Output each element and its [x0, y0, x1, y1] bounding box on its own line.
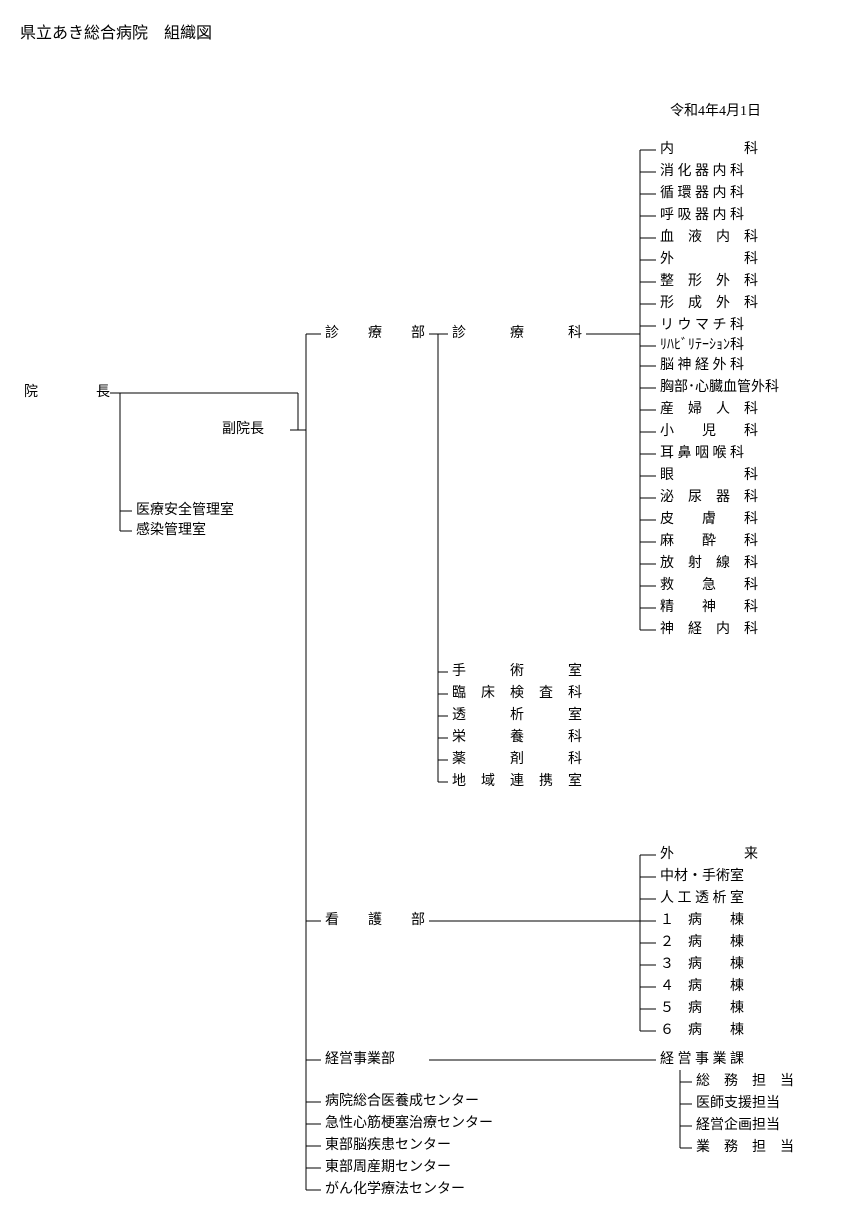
nursing-leaf: ３ 病 棟 — [660, 958, 790, 972]
shinryoka-leaf: 外 科 — [660, 253, 790, 267]
sub-regional: 地 域 連 携 室 — [452, 775, 582, 789]
shinryoka-leaf: 産 婦 人 科 — [660, 403, 790, 417]
shinryoka-leaf: 小 児 科 — [660, 425, 790, 439]
shinryoka-leaf: 神 経 内 科 — [660, 623, 790, 637]
nursing-leaf: ６ 病 棟 — [660, 1024, 790, 1038]
sub-shinryoka: 診 療 科 — [452, 327, 582, 341]
safety-room: 医療安全管理室 — [136, 504, 234, 518]
shinryoka-leaf: 泌 尿 器 科 — [660, 491, 790, 505]
shinryoka-leaf: 眼 科 — [660, 469, 790, 483]
dept-clinical: 診 療 部 — [325, 327, 425, 341]
shinryoka-leaf: 血 液 内 科 — [660, 231, 790, 245]
center-item: がん化学療法センター — [325, 1183, 525, 1197]
shinryoka-leaf: ﾘﾊﾋﾞﾘﾃｰｼｮﾝ科 — [660, 339, 790, 353]
sub-oproom: 手 術 室 — [452, 665, 582, 679]
dept-management: 経営事業部 — [325, 1053, 425, 1067]
shinryoka-leaf: 皮 膚 科 — [660, 513, 790, 527]
mgmt-leaf: 経営企画担当 — [696, 1119, 806, 1133]
nursing-leaf: 中材・手術室 — [660, 870, 790, 884]
mgmt-section: 経 営 事 業 課 — [660, 1053, 790, 1067]
shinryoka-leaf: 耳 鼻 咽 喉 科 — [660, 447, 790, 461]
safety-room: 感染管理室 — [136, 524, 206, 538]
shinryoka-leaf: 麻 酔 科 — [660, 535, 790, 549]
mgmt-leaf: 総 務 担 当 — [696, 1075, 806, 1089]
shinryoka-leaf: 脳 神 経 外 科 — [660, 359, 790, 373]
shinryoka-leaf: 精 神 科 — [660, 601, 790, 615]
shinryoka-leaf: 整 形 外 科 — [660, 275, 790, 289]
center-item: 東部周産期センター — [325, 1161, 525, 1175]
nursing-leaf: 人 工 透 析 室 — [660, 892, 790, 906]
shinryoka-leaf: 救 急 科 — [660, 579, 790, 593]
mgmt-leaf: 業 務 担 当 — [696, 1141, 806, 1155]
nursing-leaf: 外 来 — [660, 848, 790, 862]
shinryoka-leaf: 内 科 — [660, 143, 790, 157]
center-item: 東部脳疾患センター — [325, 1139, 525, 1153]
mgmt-leaf: 医師支援担当 — [696, 1097, 806, 1111]
nursing-leaf: １ 病 棟 — [660, 914, 790, 928]
shinryoka-leaf: 形 成 外 科 — [660, 297, 790, 311]
shinryoka-leaf: 呼 吸 器 内 科 — [660, 209, 790, 223]
sub-nutrition: 栄 養 科 — [452, 731, 582, 745]
center-item: 急性心筋梗塞治療センター — [325, 1117, 525, 1131]
shinryoka-leaf: 消 化 器 内 科 — [660, 165, 790, 179]
shinryoka-leaf: 放 射 線 科 — [660, 557, 790, 571]
center-item: 病院総合医養成センター — [325, 1095, 525, 1109]
nursing-leaf: ４ 病 棟 — [660, 980, 790, 994]
dept-nursing: 看 護 部 — [325, 914, 425, 928]
sub-lab: 臨 床 検 査 科 — [452, 687, 582, 701]
shinryoka-leaf: 胸部･心臓血管外科 — [660, 381, 790, 395]
nursing-leaf: ２ 病 棟 — [660, 936, 790, 950]
sub-pharmacy: 薬 剤 科 — [452, 753, 582, 767]
nursing-leaf: ５ 病 棟 — [660, 1002, 790, 1016]
shinryoka-leaf: リ ウ マ チ 科 — [660, 319, 790, 333]
sub-dialysis: 透 析 室 — [452, 709, 582, 723]
shinryoka-leaf: 循 環 器 内 科 — [660, 187, 790, 201]
